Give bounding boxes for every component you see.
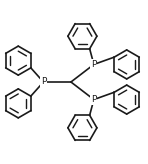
Text: P: P <box>91 60 96 69</box>
Text: P: P <box>41 78 46 86</box>
Text: P: P <box>91 95 96 104</box>
